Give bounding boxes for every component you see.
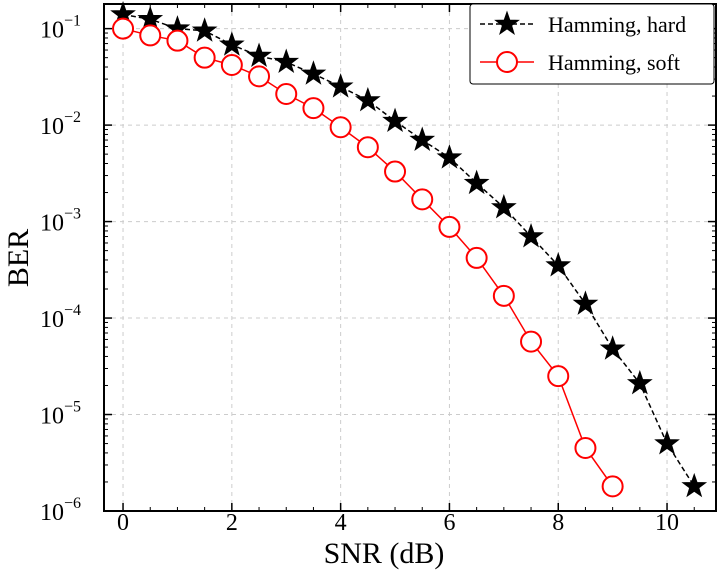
- data-point: [574, 436, 597, 459]
- y-tick-label: 10−5: [40, 399, 81, 430]
- data-point: [191, 17, 218, 42]
- data-point: [599, 335, 626, 360]
- y-tick-label: 10−2: [40, 109, 81, 140]
- data-point: [409, 126, 436, 151]
- series-hamming-hard: [110, 1, 708, 498]
- data-point: [218, 31, 245, 56]
- data-point: [220, 53, 243, 76]
- legend-label: Hamming, soft: [548, 50, 680, 75]
- data-point: [465, 246, 488, 269]
- data-point: [356, 136, 379, 159]
- legend-marker: [496, 51, 518, 73]
- data-point: [384, 160, 407, 183]
- data-point: [329, 116, 352, 139]
- data-point: [520, 330, 543, 353]
- x-tick-label: 4: [335, 510, 347, 536]
- data-point: [626, 369, 653, 395]
- plot-frame: [103, 3, 717, 512]
- data-point: [273, 48, 300, 74]
- data-point: [654, 430, 680, 455]
- legend-label: Hamming, hard: [548, 12, 686, 37]
- x-tick-label: 8: [552, 510, 564, 536]
- y-tick-label: 10−6: [40, 495, 81, 526]
- x-tick-label: 10: [655, 510, 679, 536]
- series-line: [122, 13, 695, 487]
- data-point: [545, 252, 572, 277]
- y-axis-label: BER: [2, 229, 35, 287]
- legend: Hamming, hard Hamming, soft: [469, 3, 715, 85]
- data-point: [246, 42, 272, 67]
- data-point: [300, 60, 327, 85]
- data-point: [193, 46, 216, 69]
- data-point: [354, 86, 381, 112]
- data-point: [166, 29, 189, 52]
- data-point: [137, 5, 164, 31]
- data-point: [572, 290, 599, 315]
- data-point: [463, 169, 490, 195]
- data-point: [601, 475, 624, 498]
- data-point: [547, 365, 570, 388]
- data-point: [275, 83, 298, 106]
- data-point: [490, 193, 517, 219]
- data-point: [436, 144, 463, 169]
- x-tick-label: 6: [443, 510, 455, 536]
- x-axis-label: SNR (dB): [324, 537, 445, 570]
- data-point: [302, 97, 325, 120]
- data-point: [248, 65, 271, 88]
- series-hamming-soft: [112, 17, 624, 498]
- data-point: [411, 188, 434, 211]
- x-tick-label: 2: [226, 510, 238, 536]
- legend-marker: [494, 10, 520, 35]
- y-tick-label: 10−4: [40, 302, 81, 333]
- y-tick-label: 10−3: [40, 206, 81, 237]
- data-point: [518, 222, 544, 248]
- data-point: [139, 24, 162, 47]
- data-point: [382, 107, 408, 133]
- data-point: [492, 284, 515, 307]
- data-point: [112, 17, 135, 40]
- data-point: [438, 215, 461, 238]
- series-layer: [110, 1, 708, 498]
- data-point: [327, 73, 354, 98]
- x-tick-label: 0: [117, 510, 129, 536]
- data-point: [681, 472, 708, 498]
- y-tick-label: 10−1: [40, 13, 81, 44]
